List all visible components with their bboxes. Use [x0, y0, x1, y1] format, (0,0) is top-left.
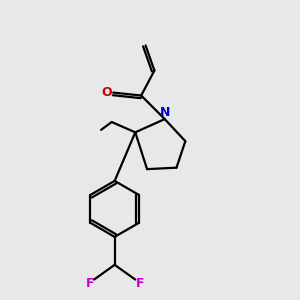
Text: F: F [85, 278, 94, 290]
Text: F: F [135, 278, 144, 290]
Text: N: N [160, 106, 170, 119]
Text: O: O [101, 86, 112, 99]
